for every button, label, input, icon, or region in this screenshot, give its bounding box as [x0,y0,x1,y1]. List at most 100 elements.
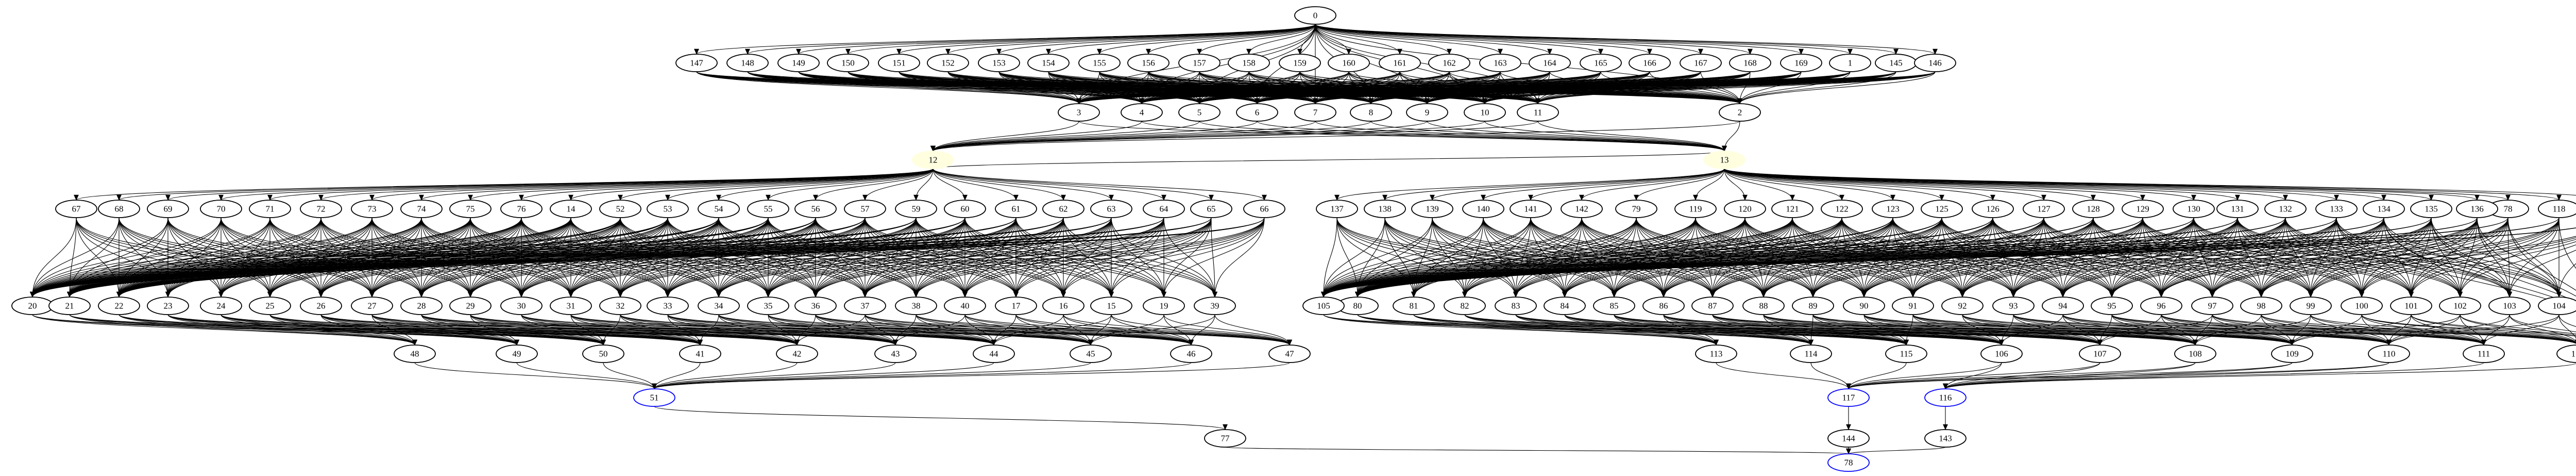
graph-edge [2111,314,2389,346]
graph-edge [1739,71,1936,104]
graph-edge [1912,314,2002,346]
graph-edge [2212,314,2484,346]
graph-node: 56 [794,200,837,218]
graph-edge [916,217,1265,298]
edge-arrowhead [2091,194,2096,201]
edge-arrowhead [1212,291,1217,298]
graph-edge [933,121,1428,152]
node-label: 102 [2453,301,2467,311]
node-shape [878,54,920,72]
graph-edge [1090,314,1164,346]
node-shape [1294,6,1336,25]
graph-edge [1712,314,1811,346]
node-shape [995,200,1037,218]
graph-edge [1078,71,1550,104]
node-label: 82 [1461,301,1469,311]
graph-edge [32,217,621,298]
node-shape [400,200,443,218]
graph-edge [933,121,1079,152]
graph-edge [521,168,934,201]
node-shape [1892,297,1934,315]
graph-edge [2477,217,2576,297]
graph-edge [667,217,1064,298]
graph-edge [667,217,1016,298]
graph-edge [421,314,517,346]
node-label: 66 [1260,204,1269,214]
node-shape [449,297,492,315]
node-label: 127 [2037,204,2050,214]
edge-arrowhead [1943,383,1948,389]
node-label: 128 [2087,204,2100,214]
node-label: 153 [992,58,1006,68]
graph-edge [1912,314,2196,346]
graph-edge [1537,71,1936,104]
node-shape [1406,103,1448,122]
graph-edge [696,24,1316,55]
node-label: 150 [841,58,855,68]
graph-node: 38 [895,297,937,315]
graph-edge [2261,217,2560,298]
graph-node: 53 [647,200,689,218]
node-label: 2 [1738,108,1742,118]
graph-node: 79 [1615,200,1657,218]
graph-node: 78 [2487,200,2529,218]
graph-edge [521,314,604,346]
graph-edge [32,217,816,298]
node-label: 89 [1809,301,1818,311]
edge-arrowhead [267,194,273,201]
graph-node: 8 [1350,103,1392,122]
graph-node: 85 [1593,297,1635,315]
node-shape [200,297,242,315]
edge-arrowhead [1634,194,1639,201]
edge-arrowhead [519,291,524,298]
graph-edge [69,217,1265,298]
graph-edge [1141,121,1725,152]
graph-edge [916,314,994,346]
node-shape [698,297,740,315]
graph-edge [1863,217,2238,298]
graph-edge [1724,168,1842,201]
graph-edge [1323,217,1385,298]
graph-edge [1214,217,1265,298]
graph-node: 68 [98,200,140,218]
graph-edge [2161,217,2194,298]
graph-edge [1724,121,1740,152]
edge-arrowhead [991,339,996,346]
graph-edge [76,217,321,298]
graph-edge [2193,217,2412,298]
graph-edge [2062,217,2384,298]
graph-edge [32,217,571,298]
graph-edge [1763,314,1907,346]
edge-arrowhead [1088,339,1093,346]
node-shape [351,200,393,218]
graph-edge [1141,71,1349,104]
graph-node: 65 [1190,200,1232,218]
node-label: 114 [1805,349,1818,359]
graph-node: 166 [1629,54,1671,72]
graph-node: 48 [394,344,436,363]
graph-edge [32,217,270,298]
graph-edge [1357,227,2576,298]
graph-edge [1912,217,2238,298]
node-label: 161 [1393,58,1406,68]
edge-arrowhead [813,291,818,298]
edge-arrowhead [1013,194,1019,201]
edge-arrowhead [1197,98,1202,104]
node-label: 27 [368,301,377,311]
graph-node: 104 [2538,297,2576,315]
edge-arrowhead [1197,48,1202,55]
graph-edge [1810,362,1849,389]
graph-edge [1099,71,1316,104]
node-label: 70 [217,204,226,214]
graph-edge [1663,314,1811,346]
graph-edge [1199,121,1725,152]
edge-arrowhead [67,291,72,298]
graph-edge [32,217,222,298]
graph-edge [2001,314,2063,346]
graph-edge [1163,314,1290,346]
graph-edge [933,121,1200,152]
edge-arrowhead [2359,291,2364,298]
graph-node: 77 [1204,429,1246,448]
node-shape [1593,297,1635,315]
graph-edge [1357,314,1811,346]
